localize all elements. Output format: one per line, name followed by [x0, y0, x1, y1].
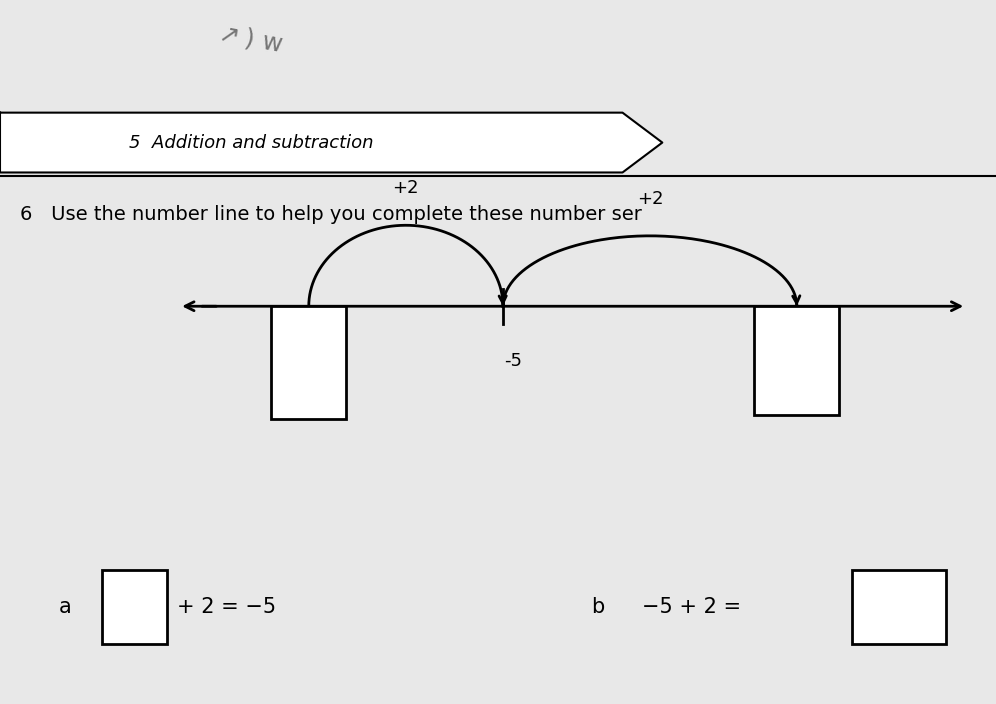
Bar: [755, 306, 839, 415]
Text: b: b: [591, 597, 605, 617]
Text: a: a: [59, 597, 71, 617]
Text: −5 + 2 =: −5 + 2 =: [642, 597, 742, 617]
Polygon shape: [0, 113, 662, 172]
Text: -5: -5: [504, 352, 522, 370]
Text: 6   Use the number line to help you complete these number ser: 6 Use the number line to help you comple…: [20, 206, 641, 224]
Bar: [852, 570, 946, 644]
Text: $\mathit{\nearrow}$) w: $\mathit{\nearrow}$) w: [212, 20, 286, 58]
Text: 5  Addition and subtraction: 5 Addition and subtraction: [129, 134, 374, 151]
Bar: [103, 570, 167, 644]
Text: + 2 = −5: + 2 = −5: [177, 597, 276, 617]
Bar: [271, 306, 347, 419]
Text: +2: +2: [636, 189, 663, 208]
Text: +2: +2: [392, 179, 419, 197]
